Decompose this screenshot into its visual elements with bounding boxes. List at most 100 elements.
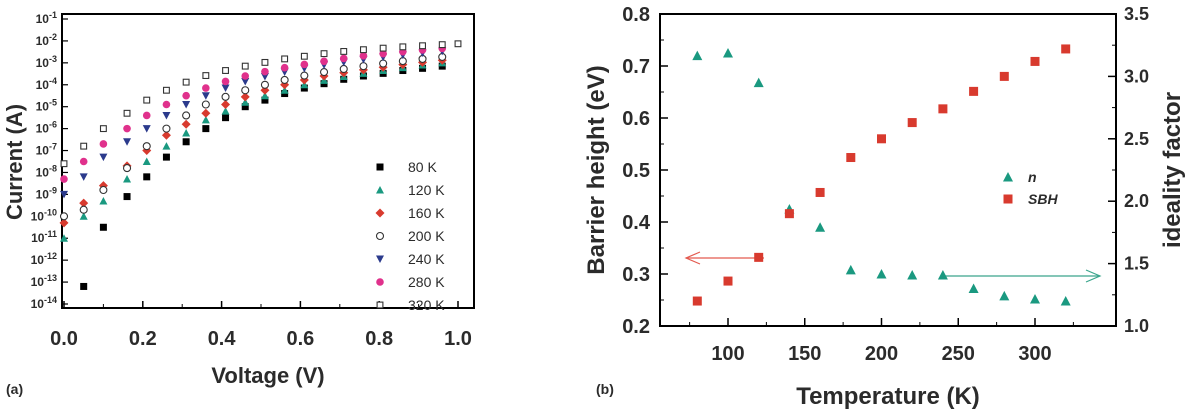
data-point-a [99, 140, 108, 148]
y2-tick-label-b: 1.0 [1124, 316, 1149, 336]
data-point-b [999, 71, 1009, 81]
y2-tick-label-b: 2.5 [1124, 129, 1149, 149]
data-point-a [319, 68, 329, 77]
x-tick-label-a: 1.0 [444, 328, 472, 350]
legend-marker-a [376, 186, 384, 194]
legend-label-a: 160 K [408, 205, 445, 221]
x-tick-label-a: 0.4 [208, 328, 237, 350]
data-point-a [359, 52, 368, 60]
legend-marker-a [376, 278, 384, 286]
y-tick-label-a: 10-2 [36, 32, 57, 48]
data-point-a [123, 124, 131, 133]
data-point-a [123, 109, 131, 117]
data-point-a [123, 175, 132, 183]
y-tick-label-a: 10-13 [31, 273, 57, 289]
data-point-a [99, 185, 108, 195]
data-point-a [99, 196, 108, 205]
legend-a: 80 K 120 K 160 K 200 K 240 K 280 K 320 K [375, 159, 445, 313]
data-point-a [399, 43, 407, 51]
y-tick-label-a: 10-5 [36, 98, 57, 114]
x-tick-label-b: 100 [711, 343, 744, 365]
data-point-a [202, 72, 210, 80]
data-point-b [1030, 56, 1040, 66]
data-point-a [142, 142, 151, 151]
data-point-a [221, 100, 231, 109]
data-point-a [80, 142, 88, 150]
legend-marker-a [375, 208, 385, 218]
data-point-a [359, 62, 368, 71]
data-point-a [60, 234, 68, 242]
data-point-a [99, 125, 107, 133]
data-point-a [240, 92, 250, 102]
data-point-b [937, 270, 948, 280]
data-point-a [261, 58, 269, 66]
x-tick-label-a: 0.8 [365, 328, 393, 350]
data-point-a [281, 55, 289, 63]
data-point-a [454, 40, 462, 48]
data-point-b [723, 276, 733, 286]
data-point-b [815, 222, 826, 232]
data-point-a [221, 77, 230, 86]
data-point-a [260, 80, 269, 89]
data-point-a [241, 103, 249, 111]
data-point-a [339, 64, 348, 74]
data-point-b [969, 86, 979, 96]
y2-axis-title-b: ideality factor [1159, 92, 1186, 248]
y-tick-label-a: 10-6 [36, 120, 57, 136]
x-axis-title-a: Voltage (V) [211, 363, 324, 388]
data-point-a [122, 164, 132, 173]
data-point-a [202, 84, 210, 92]
data-point-a [379, 49, 387, 58]
panel-a: 0.0 0.2 0.4 0.6 0.8 1.0 10-1 10-2 10-3 10-4 10-5 10… [2, 10, 475, 397]
data-point-a [241, 72, 250, 80]
data-point-a [359, 46, 367, 54]
data-point-b [692, 296, 702, 306]
data-point-a [261, 96, 269, 104]
data-point-a [300, 71, 309, 80]
data-point-a [241, 98, 250, 106]
legend-marker-a [375, 231, 385, 241]
y-tick-label-a: 10-1 [36, 10, 57, 26]
data-point-a [80, 282, 88, 290]
data-point-a [260, 91, 269, 100]
x-tick-label-b: 200 [865, 343, 898, 365]
data-point-b [938, 104, 948, 114]
x-tick-label-b: 250 [942, 343, 975, 365]
y-tick-label-a: 10-9 [36, 185, 57, 201]
data-point-b [968, 283, 979, 294]
data-point-b [692, 50, 703, 61]
panel-label-a: (a) [6, 381, 23, 397]
data-point-a [79, 205, 88, 214]
legend-marker-a [376, 301, 384, 309]
arrow-right-head [1085, 269, 1102, 283]
x-tick-label-a: 0.2 [129, 328, 157, 350]
data-point-a [60, 175, 68, 183]
legend-label-a: 200 K [408, 228, 445, 244]
y2-tick-label-b: 3.5 [1124, 4, 1149, 24]
data-point-a [379, 44, 387, 52]
y-axis-title-a: Current (A) [2, 104, 27, 220]
data-point-a [280, 86, 289, 94]
data-point-a [99, 153, 108, 162]
data-point-a [241, 86, 250, 95]
data-point-a [123, 138, 132, 146]
legend-marker-b [1003, 194, 1013, 204]
legend-label-a: 240 K [408, 251, 445, 267]
data-point-a [162, 86, 170, 94]
data-point-b [999, 290, 1010, 301]
data-point-b [907, 118, 917, 128]
data-point-b [723, 48, 733, 58]
y-tick-label-b: 0.7 [622, 56, 650, 78]
data-point-a [222, 114, 230, 122]
data-point-a [60, 160, 68, 168]
data-point-a [438, 41, 446, 49]
data-point-a [99, 223, 107, 231]
y-tick-label-b: 0.6 [622, 108, 650, 130]
data-point-b [784, 209, 794, 219]
data-point-a [142, 157, 151, 165]
data-point-a [300, 60, 309, 69]
data-points-a [59, 40, 462, 290]
arrow-left-head [684, 251, 701, 265]
data-point-b [846, 153, 856, 163]
